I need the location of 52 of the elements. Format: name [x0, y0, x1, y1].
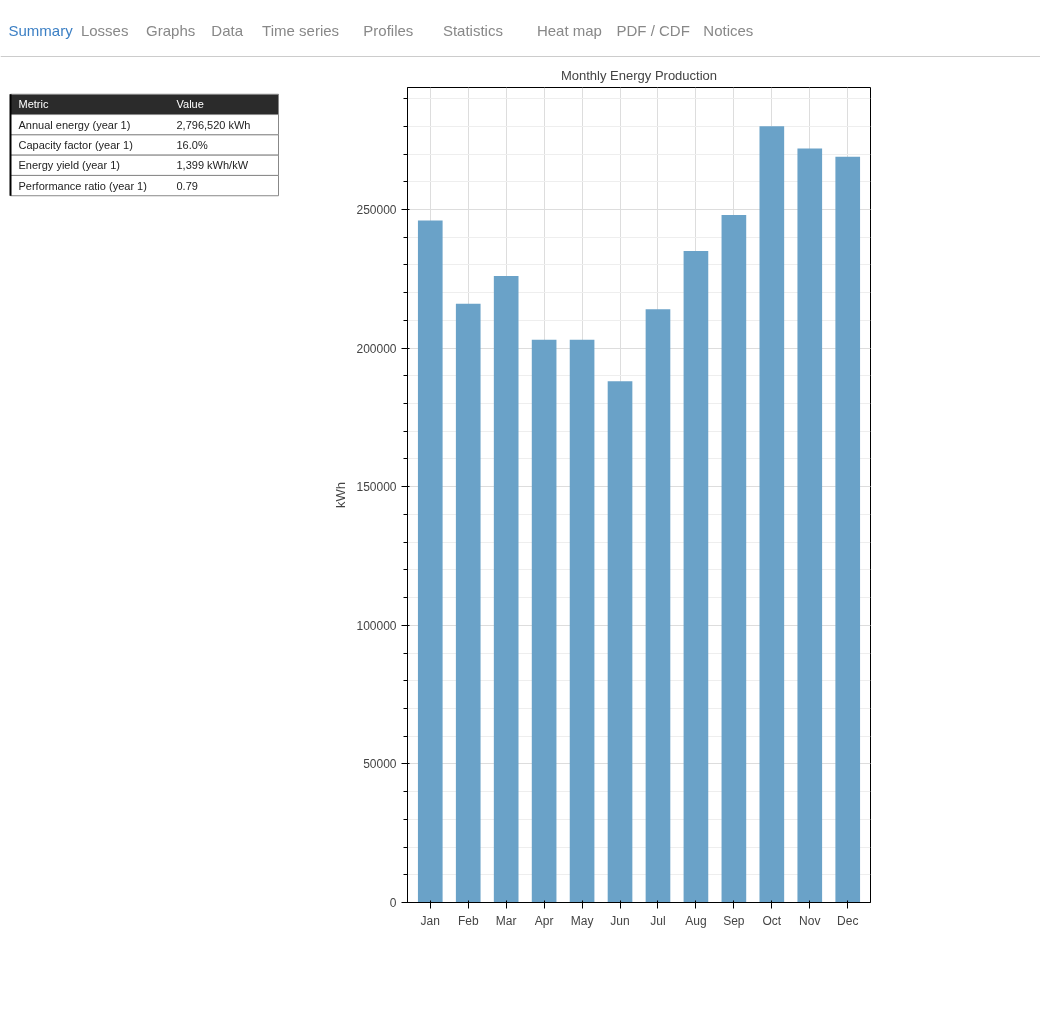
text: Energy yield (year 1)	[18, 159, 120, 172]
bar	[493, 276, 519, 903]
bar	[797, 148, 823, 903]
text: Capacity factor (year 1)	[18, 139, 133, 151]
text: Performance ratio (year 1)	[18, 179, 147, 192]
bar	[721, 215, 747, 903]
text: Time series	[262, 22, 340, 39]
x-tick-label: May	[570, 913, 594, 928]
x-tick-label: Jun	[610, 913, 630, 928]
text: PDF / CDF	[616, 22, 690, 39]
text: Losses	[80, 22, 129, 39]
bar	[759, 126, 785, 903]
x-tick-label: Dec	[837, 913, 859, 928]
bar	[569, 339, 595, 903]
x-tick-label: Sep	[723, 913, 745, 928]
y-tick-label: 50000	[363, 757, 397, 772]
text: Summary	[8, 22, 74, 39]
y-tick-label: 150000	[356, 480, 397, 495]
text: Heat map	[536, 22, 602, 39]
text: Value	[176, 98, 204, 111]
x-tick-label: Jul	[650, 913, 666, 928]
x-tick-label: Nov	[799, 913, 821, 928]
text: Profiles	[363, 22, 414, 39]
x-tick-label: Oct	[762, 913, 782, 928]
text: 0.79	[176, 179, 198, 192]
x-tick-label: Apr	[534, 913, 554, 928]
text: Statistics	[442, 22, 503, 39]
y-tick-label: 250000	[356, 202, 397, 217]
chart-title: Monthly Energy Production	[560, 67, 718, 83]
bar	[531, 339, 557, 903]
bar	[683, 251, 709, 903]
text: Notices	[703, 22, 754, 39]
text: 1,399 kWh/kW	[176, 159, 249, 172]
bar	[455, 303, 481, 903]
text: Annual energy (year 1)	[18, 118, 131, 131]
x-tick-label: Feb	[457, 913, 479, 928]
y-tick-label: 0	[389, 896, 397, 910]
x-tick-label: Aug	[685, 913, 707, 928]
text: 16.0%	[176, 139, 208, 151]
bar	[835, 156, 861, 903]
text: Graphs	[146, 22, 196, 39]
y-tick-label: 200000	[356, 341, 397, 356]
y-tick-label: 100000	[356, 618, 397, 633]
x-tick-label: Jan	[420, 913, 440, 928]
x-tick-label: Mar	[495, 913, 517, 928]
bar	[607, 381, 633, 903]
bar	[417, 220, 443, 903]
text: Metric	[18, 98, 49, 111]
text: 2,796,520 kWh	[176, 118, 251, 131]
y-axis-title: kWh	[333, 482, 349, 508]
text: Data	[211, 22, 244, 39]
bar	[645, 309, 671, 903]
